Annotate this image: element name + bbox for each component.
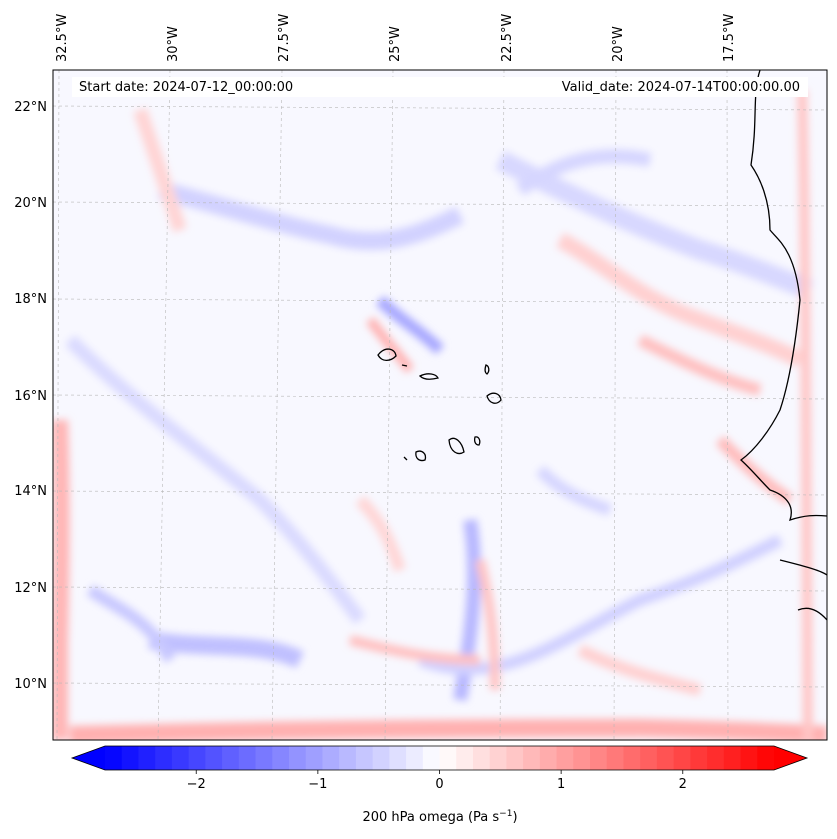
cape-verde-santo-antao bbox=[377, 348, 397, 362]
map-frame bbox=[52, 69, 828, 741]
colorbar-cell bbox=[238, 746, 257, 770]
colorbar-cell bbox=[222, 746, 240, 770]
colorbar-cell bbox=[690, 746, 708, 770]
colorbar-cell bbox=[456, 746, 474, 770]
colorbar-cell bbox=[439, 746, 457, 770]
colorbar-cell bbox=[305, 746, 324, 770]
colorbar-cell bbox=[188, 746, 206, 770]
lat-label: 22°N bbox=[14, 100, 47, 115]
colorbar-cell bbox=[171, 746, 190, 770]
colorbar-cell bbox=[322, 746, 340, 770]
colorbar-cell bbox=[673, 746, 691, 770]
colorbar-cell bbox=[573, 746, 591, 770]
colorbar-cell bbox=[707, 746, 725, 770]
colorbar-cell bbox=[272, 746, 290, 770]
colorbar-tick-label: 2 bbox=[679, 777, 687, 792]
colorbar-cell bbox=[422, 746, 441, 770]
colorbar-cell bbox=[121, 746, 140, 770]
colorbar-cell bbox=[757, 746, 775, 770]
longitude-labels: 32.5°W 30°W 27.5°W 25°W 22.5°W 20°W 17.5… bbox=[55, 14, 737, 62]
lat-label: 20°N bbox=[14, 196, 47, 211]
colorbar-cell bbox=[472, 746, 491, 770]
colorbar-cell bbox=[105, 746, 123, 770]
colorbar-cell bbox=[489, 746, 508, 770]
colorbar-cell bbox=[372, 746, 390, 770]
cape-verde-sal bbox=[484, 364, 490, 375]
latitude-labels: 22°N 20°N 18°N 16°N 14°N 12°N 10°N bbox=[14, 100, 47, 692]
colorbar-cell bbox=[606, 746, 625, 770]
colorbar-label: 200 hPa omega (Pa s−1) bbox=[362, 809, 517, 825]
cape-verde-boa-vista bbox=[486, 392, 502, 404]
colorbar-cell bbox=[556, 746, 574, 770]
lat-label: 12°N bbox=[14, 581, 47, 596]
lon-label: 20°W bbox=[611, 26, 626, 62]
colorbar-cell bbox=[640, 746, 658, 770]
valid-date-label: Valid_date: 2024-07-14T00:00:00.00 bbox=[562, 80, 800, 95]
colorbar-cell bbox=[255, 746, 273, 770]
lon-label: 25°W bbox=[388, 26, 403, 62]
colorbar-tick-label: −2 bbox=[187, 777, 206, 792]
africa-coastline bbox=[739, 70, 827, 621]
colorbar-cell bbox=[389, 746, 407, 770]
colorbar-cell bbox=[590, 746, 608, 770]
colorbar-cell bbox=[288, 746, 307, 770]
lat-label: 14°N bbox=[14, 484, 47, 499]
colorbar-cell bbox=[406, 746, 424, 770]
colorbar-tick-label: −1 bbox=[308, 777, 327, 792]
colorbar-cell bbox=[740, 746, 758, 770]
lon-label: 27.5°W bbox=[277, 14, 292, 62]
colorbar: −2 −1 0 1 2 200 hPa omega (Pa s−1) bbox=[70, 745, 809, 825]
cape-verde-sao-vicente bbox=[401, 364, 408, 367]
cape-verde-brava bbox=[403, 456, 408, 461]
colorbar-cell bbox=[506, 746, 524, 770]
lon-label: 22.5°W bbox=[500, 14, 515, 62]
header-band bbox=[72, 77, 808, 97]
colorbar-tick-label: 0 bbox=[435, 777, 443, 792]
cape-verde-sao-nicolau bbox=[418, 373, 439, 380]
cape-verde-santiago bbox=[448, 437, 465, 455]
omega-field bbox=[53, 70, 827, 740]
cape-verde-fogo bbox=[415, 450, 427, 462]
start-date-label: Start date: 2024-07-12_00:00:00 bbox=[79, 80, 293, 95]
colorbar-tick-label: 1 bbox=[557, 777, 565, 792]
colorbar-cell bbox=[339, 746, 357, 770]
colorbar-cell bbox=[539, 746, 558, 770]
lon-label: 17.5°W bbox=[722, 14, 737, 62]
graticule bbox=[53, 70, 827, 740]
colorbar-cell bbox=[623, 746, 641, 770]
colorbar-outline bbox=[70, 745, 809, 771]
lat-label: 16°N bbox=[14, 389, 47, 404]
lat-label: 10°N bbox=[14, 677, 47, 692]
colorbar-cell bbox=[656, 746, 675, 770]
colorbar-cell bbox=[723, 746, 742, 770]
map-background bbox=[53, 70, 827, 740]
colorbar-cell bbox=[155, 746, 173, 770]
lon-label: 32.5°W bbox=[55, 14, 70, 62]
cape-verde-maio bbox=[473, 436, 481, 446]
colorbar-cell bbox=[205, 746, 223, 770]
colorbar-extend-high bbox=[774, 746, 807, 770]
colorbar-extend-low bbox=[72, 746, 105, 770]
colorbar-cell bbox=[523, 746, 541, 770]
colorbar-cells bbox=[105, 746, 775, 770]
colorbar-cell bbox=[355, 746, 374, 770]
coastlines bbox=[377, 70, 827, 621]
lon-label: 30°W bbox=[166, 26, 181, 62]
colorbar-cell bbox=[138, 746, 156, 770]
lat-label: 18°N bbox=[14, 292, 47, 307]
colorbar-ticks: −2 −1 0 1 2 bbox=[187, 770, 687, 792]
map-panel: Start date: 2024-07-12_00:00:00 Valid_da… bbox=[52, 69, 828, 741]
